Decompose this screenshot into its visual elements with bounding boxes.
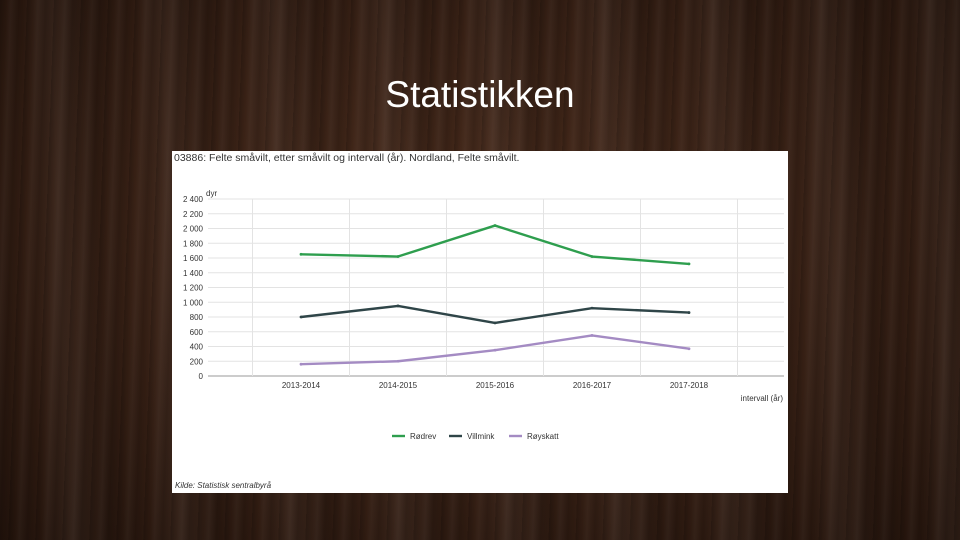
line-chart: 03886: Felte småvilt, etter småvilt og i… xyxy=(174,152,784,490)
data-point xyxy=(590,306,594,310)
x-tick-label: 2017-2018 xyxy=(670,381,709,390)
y-tick-label: 1 800 xyxy=(183,239,204,248)
y-tick-label: 600 xyxy=(190,328,204,337)
data-point xyxy=(493,224,497,227)
source-label: Kilde: Statistisk sentralbyrå xyxy=(175,481,272,490)
chart-title: 03886: Felte småvilt, etter småvilt og i… xyxy=(174,152,519,164)
data-point xyxy=(493,321,497,325)
x-axis-label: intervall (år) xyxy=(741,394,784,403)
x-tick-label: 2016-2017 xyxy=(573,381,612,390)
legend: Rødrev Villmink Røyskatt xyxy=(392,432,559,441)
x-tick-label: 2015-2016 xyxy=(476,381,515,390)
legend-label: Villmink xyxy=(467,432,495,441)
data-point xyxy=(687,347,691,351)
legend-label: Rødrev xyxy=(410,432,436,441)
x-tick-label: 2013-2014 xyxy=(282,381,321,390)
data-point xyxy=(396,255,400,258)
y-tick-label: 2 400 xyxy=(183,195,204,204)
data-point xyxy=(299,315,303,319)
y-tick-label: 2 200 xyxy=(183,210,204,219)
data-point xyxy=(590,334,594,337)
y-tick-labels: 0 200 400 600 800 1 000 1 200 1 400 1 600 1 800 2 … xyxy=(183,195,204,381)
data-point xyxy=(299,362,303,366)
data-point xyxy=(396,304,400,308)
slide-title: Statistikken xyxy=(385,74,575,115)
y-tick-label: 200 xyxy=(190,357,204,366)
legend-label: Røyskatt xyxy=(527,432,559,441)
y-tick-label: 1 600 xyxy=(183,254,204,263)
data-point xyxy=(687,262,691,266)
data-point xyxy=(299,252,303,256)
y-tick-label: 1 000 xyxy=(183,298,204,307)
data-point xyxy=(687,311,691,314)
x-tick-label: 2014-2015 xyxy=(379,381,418,390)
data-point xyxy=(493,348,497,352)
y-tick-label: 800 xyxy=(190,313,204,322)
series-lines xyxy=(299,224,691,366)
gridlines xyxy=(208,198,784,377)
data-point xyxy=(396,359,400,363)
y-tick-label: 2 000 xyxy=(183,225,204,234)
y-tick-label: 0 xyxy=(199,372,204,381)
x-tick-labels: 2013-2014 2014-2015 2015-2016 2016-2017 2017… xyxy=(282,381,709,390)
chart-panel: 03886: Felte småvilt, etter småvilt og i… xyxy=(172,151,788,493)
y-axis-label: dyr xyxy=(206,189,217,198)
y-tick-label: 400 xyxy=(190,343,204,352)
y-tick-label: 1 200 xyxy=(183,284,204,293)
y-tick-label: 1 400 xyxy=(183,269,204,278)
series-line-1 xyxy=(300,304,690,325)
data-point xyxy=(590,255,594,258)
